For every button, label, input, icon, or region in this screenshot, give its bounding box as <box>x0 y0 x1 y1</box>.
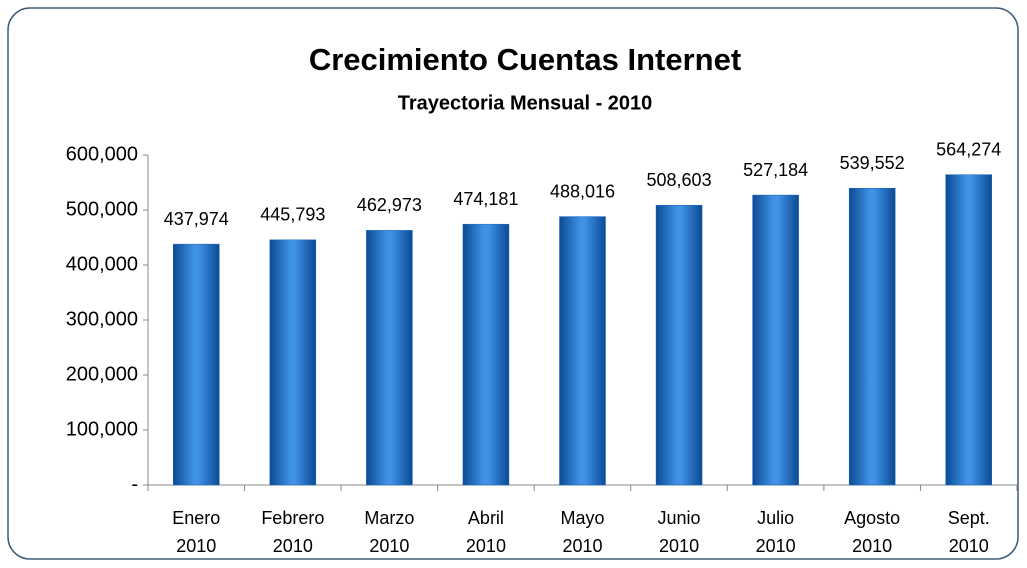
y-tick-label: 600,000 <box>66 143 138 165</box>
value-label: 527,184 <box>743 160 808 180</box>
x-tick-label: Agosto 2010 <box>844 508 900 556</box>
x-tick-label: Junio 2010 <box>658 508 701 556</box>
y-tick-label: 300,000 <box>66 308 138 330</box>
value-label: 564,274 <box>936 139 1001 159</box>
x-tick-label: Sept. 2010 <box>948 508 990 556</box>
x-tick-label: Marzo 2010 <box>364 508 414 556</box>
chart-title: Crecimiento Cuentas Internet <box>309 42 741 77</box>
x-tick-label: Enero 2010 <box>172 508 220 556</box>
value-label: 462,973 <box>357 195 422 215</box>
y-tick-label: 100,000 <box>66 418 138 440</box>
x-tick-label: Febrero 2010 <box>261 508 324 556</box>
value-label: 539,552 <box>840 153 905 173</box>
bar <box>945 174 992 486</box>
value-label: 445,793 <box>260 205 325 225</box>
bar <box>752 194 799 486</box>
chart-subtitle: Trayectoria Mensual - 2010 <box>398 92 653 114</box>
bar <box>655 205 703 486</box>
x-tick-label: Abril 2010 <box>466 508 506 556</box>
bar <box>269 239 317 486</box>
bar <box>366 230 413 486</box>
x-tick-label: Mayo 2010 <box>560 508 604 556</box>
value-label: 488,016 <box>550 181 615 201</box>
x-tick-label: Julio 2010 <box>756 508 796 556</box>
y-tick-label: 500,000 <box>66 198 138 220</box>
bar <box>173 243 220 486</box>
value-label: 437,974 <box>164 209 229 229</box>
value-label: 508,603 <box>647 170 712 190</box>
bar <box>462 223 510 486</box>
y-tick-label: 200,000 <box>66 363 138 385</box>
bar <box>559 216 606 486</box>
value-label: 474,181 <box>453 189 518 209</box>
y-tick-label: 400,000 <box>66 253 138 275</box>
y-tick-label: - <box>131 473 138 495</box>
bar <box>848 187 896 486</box>
